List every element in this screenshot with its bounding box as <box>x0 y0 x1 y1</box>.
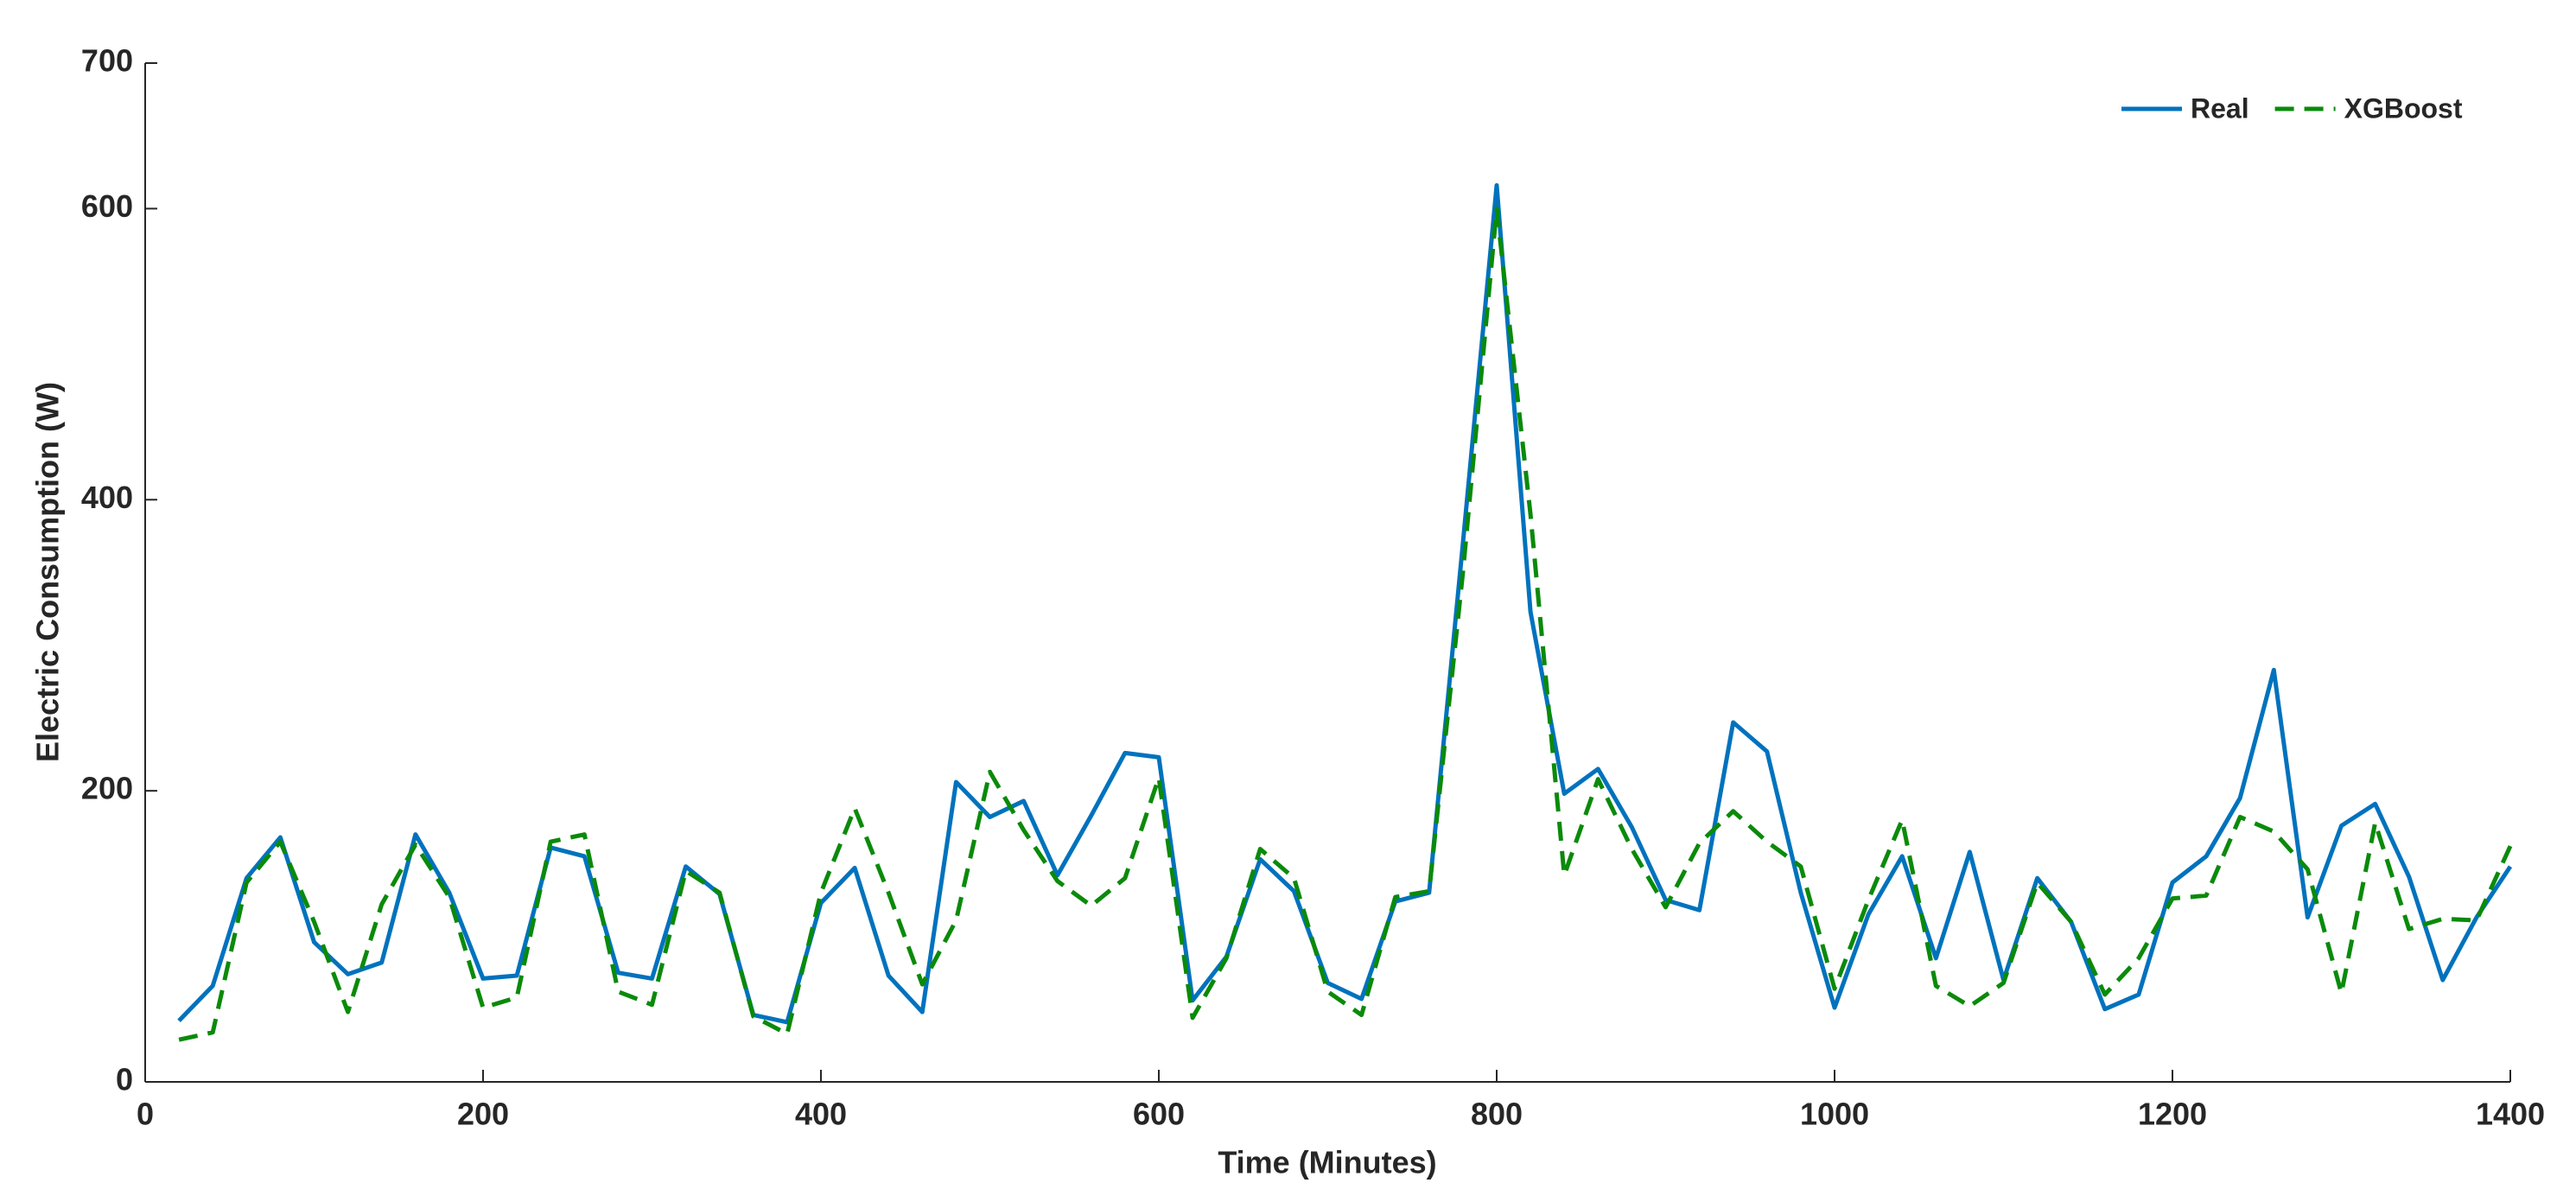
x-tick-label: 400 <box>795 1097 847 1132</box>
x-tick-label: 0 <box>137 1097 154 1132</box>
x-tick-label: 600 <box>1133 1097 1185 1132</box>
y-tick-label: 200 <box>81 771 133 806</box>
x-tick-label: 200 <box>457 1097 509 1132</box>
y-tick-label: 700 <box>81 43 133 79</box>
legend-label: XGBoost <box>2344 92 2463 124</box>
x-tick-label: 1200 <box>2138 1097 2207 1132</box>
y-tick-label: 600 <box>81 188 133 224</box>
x-tick-label: 1000 <box>1800 1097 1869 1132</box>
x-axis-label: Time (Minutes) <box>1218 1145 1436 1180</box>
y-tick-label: 0 <box>116 1062 133 1097</box>
legend-label: Real <box>2191 92 2249 124</box>
y-tick-label: 400 <box>81 480 133 515</box>
x-tick-label: 800 <box>1471 1097 1523 1132</box>
x-tick-label: 1400 <box>2476 1097 2545 1132</box>
y-axis-label: Electric Consumption (W) <box>30 382 66 762</box>
series-line <box>178 206 2513 1042</box>
series-line <box>177 182 2513 1025</box>
